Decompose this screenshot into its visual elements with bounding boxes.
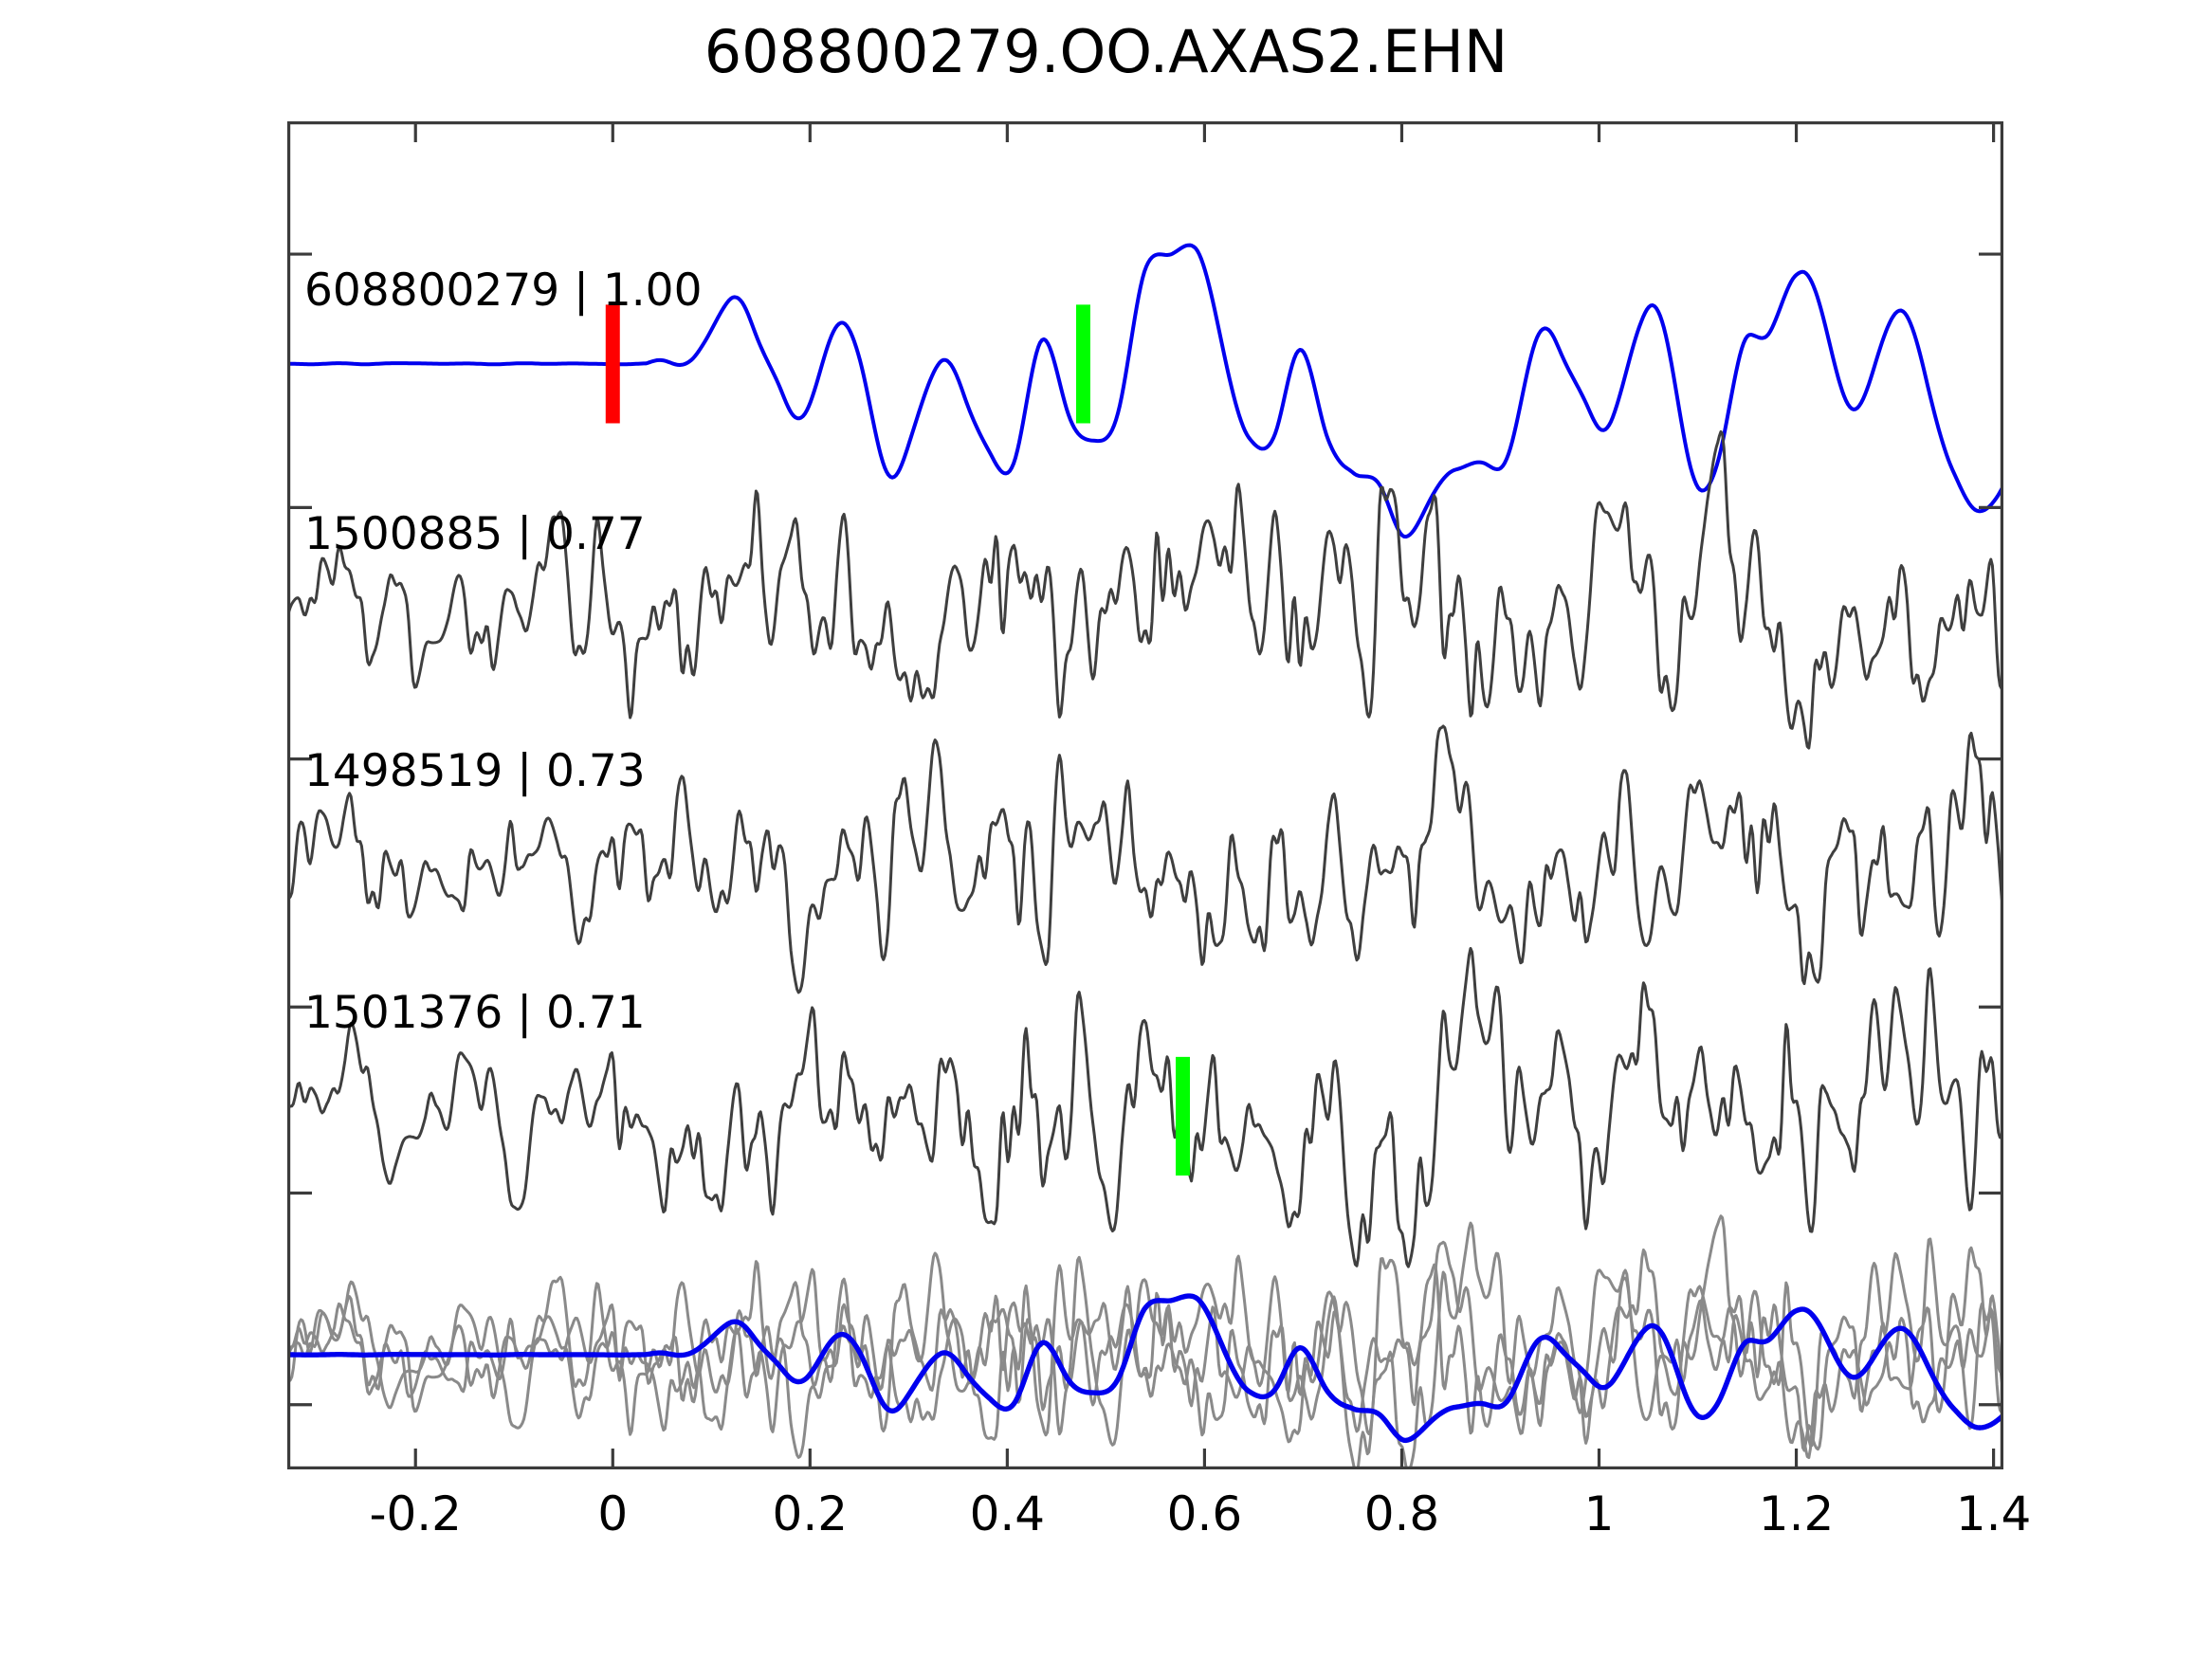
plot-area: 608800279 | 1.00 1500885 | 0.77 1498519 … bbox=[287, 121, 2003, 1469]
x-tick-label: 0.2 bbox=[772, 1486, 849, 1541]
page-title: 608800279.OO.AXAS2.EHN bbox=[704, 17, 1508, 86]
x-tick-label: 0.4 bbox=[969, 1486, 1046, 1541]
x-tick-label: 0 bbox=[597, 1486, 629, 1541]
x-tick-label: 1 bbox=[1583, 1486, 1615, 1541]
waveform-canvas bbox=[287, 121, 2003, 1469]
x-tick-label: 1.2 bbox=[1758, 1486, 1835, 1541]
waveform-trace-1500885 bbox=[287, 429, 2003, 750]
x-tick-label: 0.8 bbox=[1363, 1486, 1440, 1541]
stack-overlay-trace-1501376 bbox=[287, 1221, 2003, 1469]
waveform-trace-608800279 bbox=[287, 243, 2003, 539]
waveform-trace-1501376 bbox=[287, 947, 2003, 1268]
trace-label-608800279: 608800279 | 1.00 bbox=[304, 264, 703, 317]
trace-label-1498519: 1498519 | 0.73 bbox=[304, 745, 646, 797]
stack-reference-trace-608800279 bbox=[287, 1293, 2003, 1444]
x-tick-label: 1.4 bbox=[1955, 1486, 2032, 1541]
axis-frame bbox=[287, 121, 2003, 1469]
stack-overlay-trace-1498519 bbox=[287, 1240, 2003, 1459]
stack-overlay-trace-1500885 bbox=[287, 1214, 2003, 1460]
y-axis-ticks bbox=[288, 252, 2002, 1407]
x-axis-ticks bbox=[413, 122, 1996, 1468]
trace-label-1501376: 1501376 | 0.71 bbox=[304, 987, 646, 1039]
picks-group bbox=[605, 304, 1191, 1176]
x-axis-tick-labels: -0.2 0 0.2 0.4 0.6 0.8 1 1.2 1.4 bbox=[287, 1486, 2031, 1553]
axes-group bbox=[287, 121, 2003, 1469]
x-tick-label: 0.6 bbox=[1166, 1486, 1243, 1541]
waveform-trace-1498519 bbox=[287, 724, 2003, 994]
traces-group bbox=[287, 243, 2003, 1469]
x-tick-label: -0.2 bbox=[369, 1486, 462, 1541]
trace-label-1500885: 1500885 | 0.77 bbox=[304, 508, 646, 560]
